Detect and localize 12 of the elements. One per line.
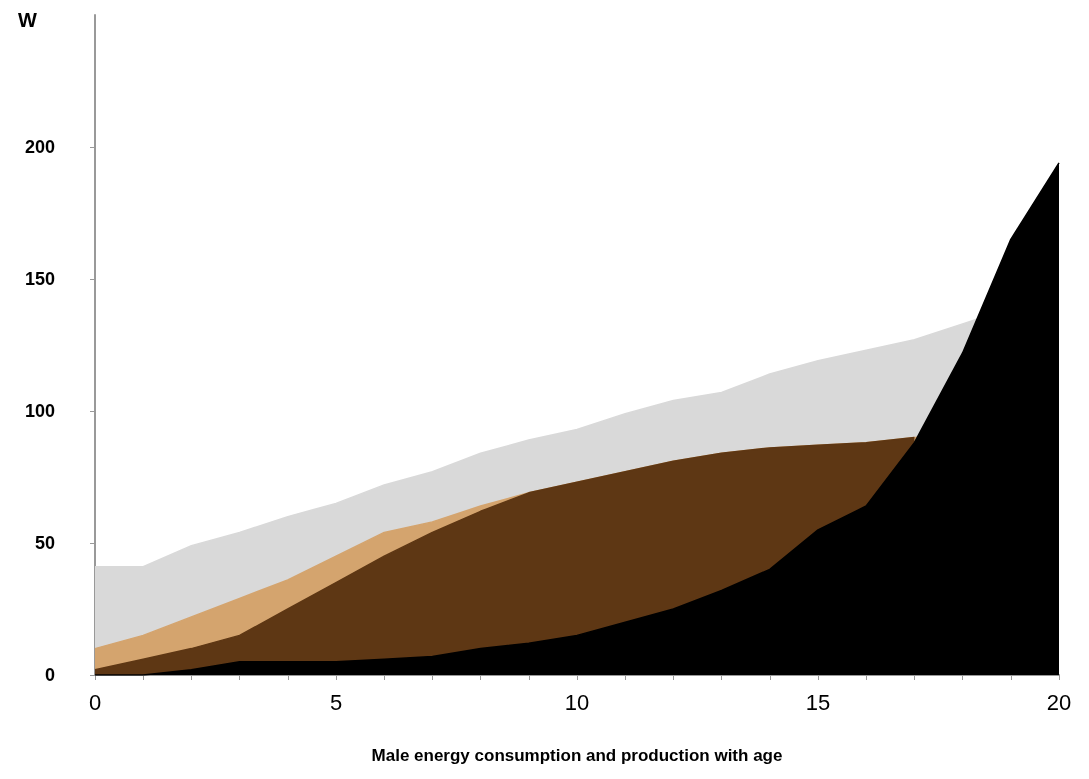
- x-tick-label: 10: [564, 689, 590, 715]
- x-tick-label: 5: [329, 689, 343, 715]
- x-axis-title: Male energy consumption and production with age: [371, 746, 783, 765]
- y-tick-label: 0: [44, 665, 55, 685]
- y-tick-label: 100: [24, 401, 55, 421]
- y-tick-label: 200: [24, 137, 55, 157]
- x-tick-label: 0: [88, 689, 102, 715]
- y-tick-label: 150: [24, 269, 55, 289]
- y-tick-label: 50: [34, 533, 55, 553]
- y-axis-title: W: [18, 9, 37, 31]
- x-tick-label: 15: [805, 689, 831, 715]
- x-tick-label: 20: [1046, 689, 1072, 715]
